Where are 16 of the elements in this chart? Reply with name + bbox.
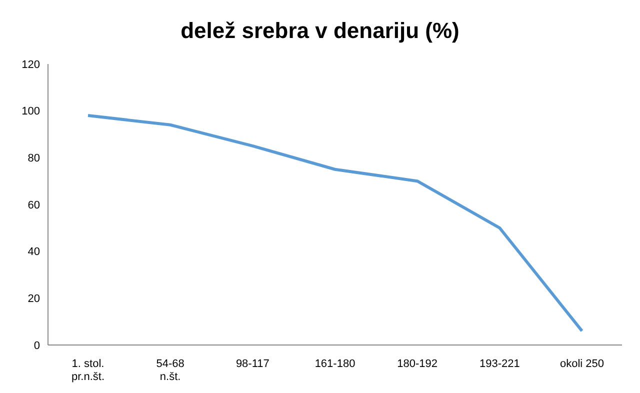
x-tick-label: okoli 250 bbox=[560, 358, 604, 370]
y-tick-label: 100 bbox=[22, 106, 40, 118]
y-tick-label: 80 bbox=[28, 152, 40, 165]
y-tick-label: 0 bbox=[34, 340, 40, 352]
y-tick-label: 40 bbox=[28, 246, 40, 258]
y-tick-label: 120 bbox=[22, 58, 40, 71]
x-tick-label: 193-221 bbox=[479, 358, 520, 370]
y-tick-label: 60 bbox=[28, 199, 40, 212]
y-tick-label: 20 bbox=[28, 293, 40, 306]
chart-title: delež srebra v denariju (%) bbox=[180, 17, 460, 45]
x-tick-label: 54-68 n.št. bbox=[156, 358, 184, 383]
x-tick-label: 180-192 bbox=[397, 358, 438, 370]
x-tick-label: 161-180 bbox=[314, 358, 356, 370]
x-tick-label: 1. stol. pr.n.št. bbox=[71, 358, 105, 383]
line-series bbox=[86, 114, 584, 332]
x-tick-label: 98-117 bbox=[236, 358, 270, 370]
